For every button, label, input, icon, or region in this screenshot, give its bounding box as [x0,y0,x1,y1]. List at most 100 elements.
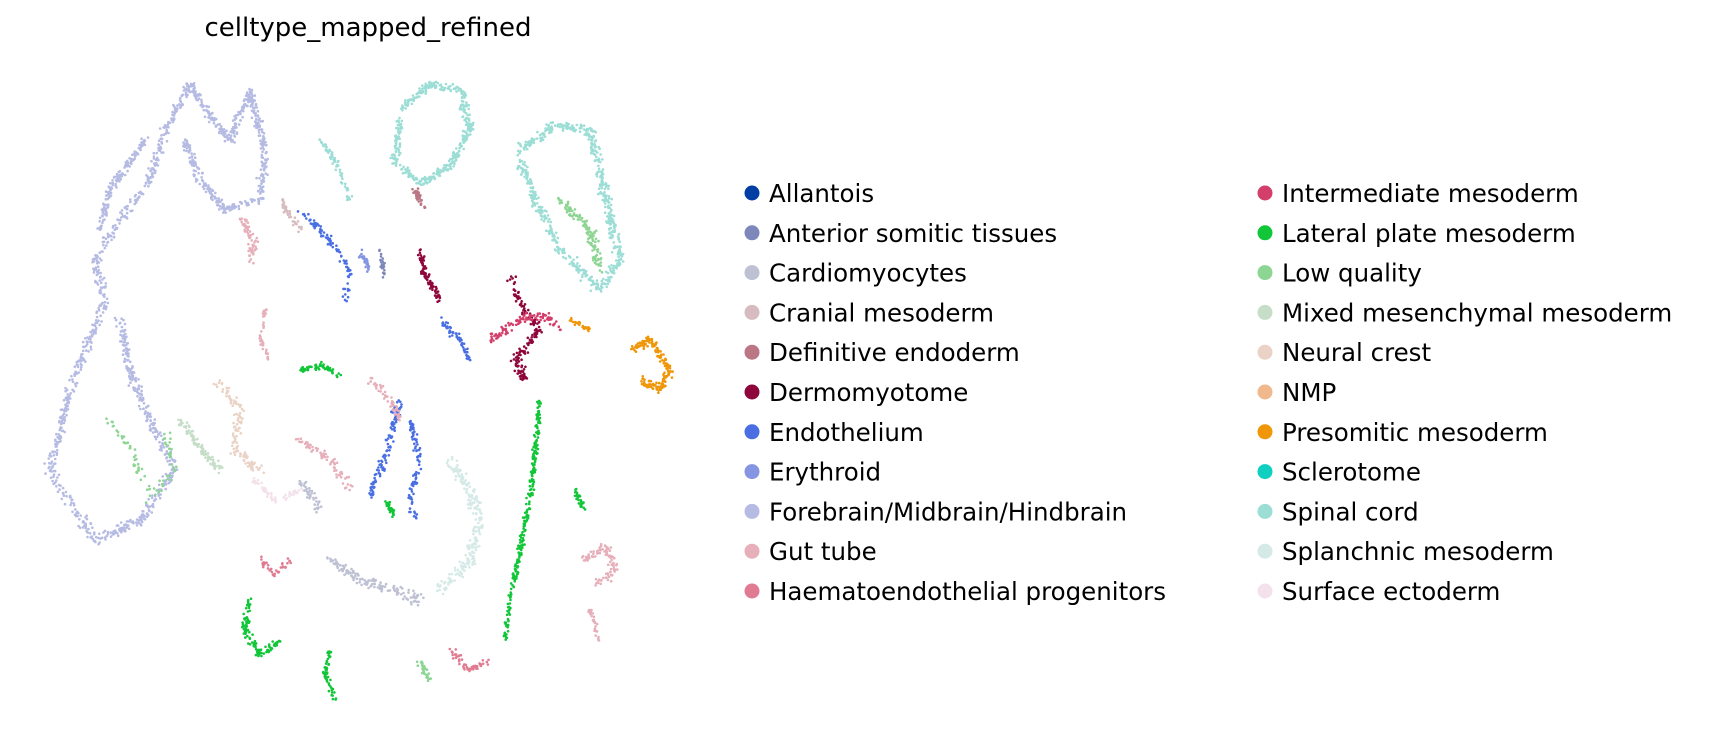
scatter-point [95,281,99,285]
scatter-point [69,392,72,395]
scatter-point [457,338,461,341]
scatter-point [103,203,107,207]
scatter-point [512,282,516,286]
scatter-point [265,348,268,352]
scatter-point [587,610,590,614]
scatter-point [333,457,336,461]
scatter-point [609,269,612,272]
scatter-point [526,336,530,340]
scatter-point [166,444,170,447]
scatter-point [113,316,117,320]
scatter-point [140,385,143,388]
scatter-point [526,351,530,354]
scatter-point [254,248,257,251]
scatter-point [658,360,662,363]
scatter-point [69,503,72,507]
scatter-point [543,135,547,138]
scatter-point [599,579,603,582]
scatter-point [547,316,550,319]
scatter-point [61,421,65,425]
scatter-point [533,321,537,325]
scatter-point [392,440,395,443]
scatter-point [49,452,52,455]
scatter-point [369,489,373,492]
scatter-point [89,340,92,344]
scatter-point [179,104,183,107]
scatter-point [123,173,127,177]
scatter-point [233,206,236,210]
scatter-point [226,389,230,393]
scatter-point [531,186,535,189]
scatter-point [301,213,305,216]
scatter-point [75,511,78,515]
scatter-point [460,95,464,99]
scatter-point [147,167,150,170]
scatter-point [170,468,174,472]
scatter-point [609,570,612,574]
scatter-point [197,94,200,97]
scatter-point [99,292,102,295]
scatter-point [244,453,248,456]
scatter-point [233,453,237,457]
scatter-point [264,161,267,165]
scatter-point [597,257,600,261]
scatter-point [123,344,126,347]
scatter-point [527,502,531,506]
scatter-point [536,406,539,410]
scatter-point [572,217,575,221]
scatter-point [602,194,605,198]
scatter-point [637,345,640,348]
scatter-point [44,472,47,475]
scatter-point [253,480,257,483]
scatter-point [372,483,375,486]
scatter-point [89,521,92,525]
scatter-point [164,442,167,446]
scatter-point [505,636,508,639]
scatter-point [612,561,615,565]
scatter-point [385,449,388,453]
scatter-point [187,151,191,154]
scatter-point [187,424,190,427]
scatter-point [387,454,391,457]
scatter-point [94,321,97,325]
scatter-point [218,379,222,382]
scatter-point [165,450,169,453]
scatter-point [48,465,51,469]
scatter-point [416,458,420,462]
scatter-point [284,493,287,497]
scatter-point [239,416,242,419]
scatter-point [603,187,607,191]
scatter-point [538,205,542,209]
scatter-point [266,648,270,652]
scatter-point [413,430,416,434]
scatter-point [109,234,113,238]
scatter-point [182,141,185,144]
scatter-point [129,209,132,213]
scatter-point [446,168,450,171]
scatter-point [55,444,58,447]
scatter-point [176,104,179,107]
scatter-point [603,211,607,214]
scatter-point [106,530,110,534]
scatter-point [240,220,243,224]
scatter-point [52,454,56,457]
scatter-point [425,177,429,180]
scatter-point [82,345,85,349]
scatter-point [515,351,519,355]
scatter-point [610,220,613,224]
scatter-point [390,506,393,510]
scatter-point [438,84,442,87]
scatter-point [217,459,220,463]
scatter-point [429,86,433,89]
scatter-point [394,420,398,424]
scatter-point [249,462,252,466]
scatter-point [422,177,426,181]
scatter-point [179,96,182,100]
scatter-point [343,261,347,265]
scatter-point [320,453,323,456]
scatter-point [265,143,268,147]
scatter-point [420,198,423,202]
scatter-point [200,178,204,182]
scatter-point [507,605,511,609]
scatter-point [121,214,125,218]
